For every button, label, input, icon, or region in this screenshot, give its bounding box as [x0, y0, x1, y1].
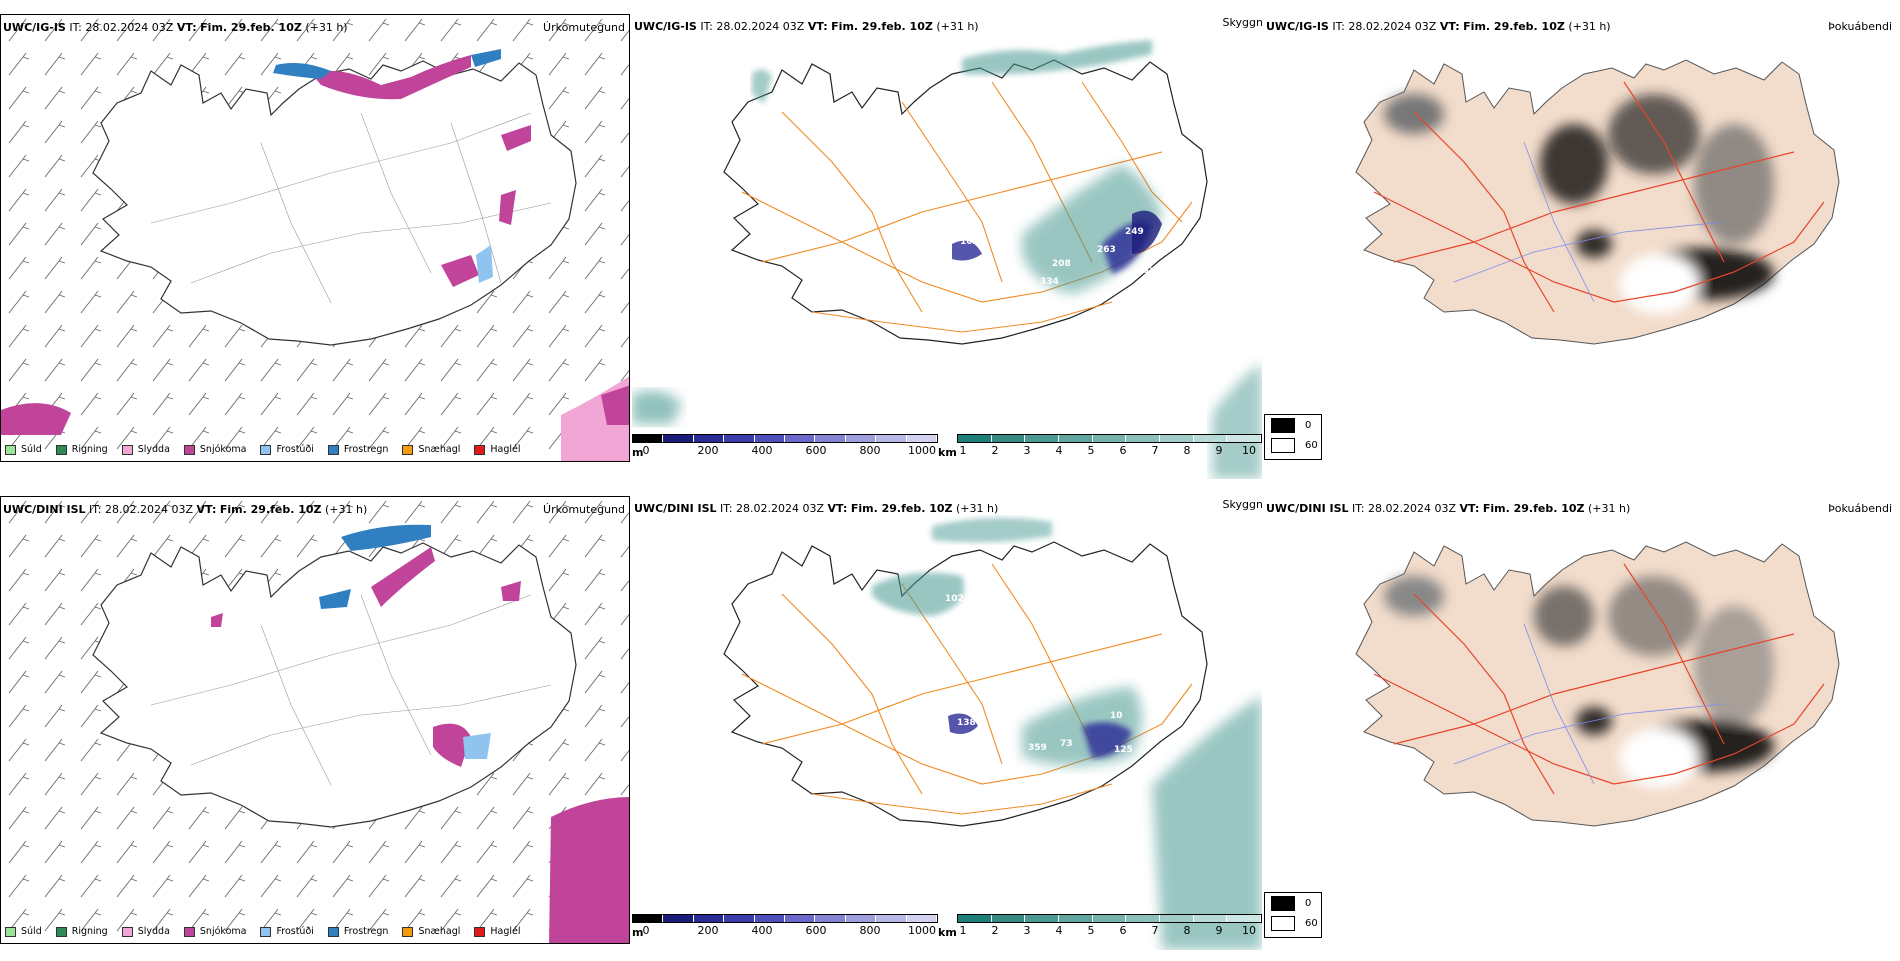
low-visibility-areas-top	[632, 40, 1262, 479]
legend-item: Haglél	[474, 926, 521, 937]
precip-type-panel-bottom: UWC/DINI ISL IT: 28.02.2024 03Z VT: Fim.…	[0, 496, 630, 944]
visibility-panel-bottom: 102 47 154 34 138 73 359 125 10 UWC/DINI…	[632, 496, 1262, 961]
legend-item: Snjókoma	[183, 444, 246, 455]
distance-unit: km	[938, 446, 957, 459]
height-colorbar-bottom: 0 200 400 600 800 1000	[632, 914, 938, 937]
legend-item: Slydda	[121, 926, 170, 937]
visibility-value: 102	[945, 594, 964, 604]
panel-title-visibility: Skyggni	[1222, 498, 1262, 511]
visibility-values-top: 263 177 249 147 208 334 102 115	[818, 117, 1159, 287]
visibility-map-top: 263 177 249 147 208 334 102 115	[632, 40, 1262, 479]
visibility-value: 10	[1110, 711, 1123, 721]
visibility-values-bottom: 102 47 154 34 138 73 359 125 10	[852, 577, 1133, 755]
fog-shading-top	[1384, 94, 1774, 314]
visibility-value: 34	[852, 649, 865, 659]
visibility-value: 177	[1140, 145, 1159, 155]
panel-title-fog: Þokuábendi	[1828, 502, 1892, 515]
panel-header: UWC/IG-IS IT: 28.02.2024 03Z VT: Fim. 29…	[634, 20, 979, 33]
legend-item: Súld	[5, 926, 42, 937]
visibility-value: 102	[960, 237, 979, 247]
fog-shading-bottom	[1384, 576, 1774, 788]
panel-header: UWC/DINI ISL IT: 28.02.2024 03Z VT: Fim.…	[3, 503, 368, 516]
visibility-value: 138	[957, 718, 976, 728]
legend-item: Rigning	[55, 926, 108, 937]
visibility-value: 208	[1052, 259, 1071, 269]
snow-areas-top	[1, 49, 629, 461]
fog-map-bottom	[1355, 541, 1840, 827]
legend-item: Frostúði	[260, 444, 314, 455]
visibility-value: 147	[1137, 267, 1156, 277]
precip-type-map-top	[1, 15, 629, 461]
legend-item: Snæhagl	[402, 444, 460, 455]
legend-item: Slydda	[121, 444, 170, 455]
visibility-value: 125	[1114, 745, 1133, 755]
legend-item: Súld	[5, 444, 42, 455]
precip-legend-top: Súld Rigning Slydda Snjókoma Frostúði Fr…	[5, 444, 535, 455]
fog-legend-top: 0 60	[1264, 414, 1322, 460]
panel-header: UWC/IG-IS IT: 28.02.2024 03Z VT: Fim. 29…	[3, 21, 348, 34]
panel-title-fog: Þokuábendi	[1828, 20, 1892, 33]
legend-item: Frostregn	[327, 926, 388, 937]
snow-areas-bottom	[211, 524, 629, 943]
fog-panel-top: UWC/IG-IS IT: 28.02.2024 03Z VT: Fim. 29…	[1264, 14, 1894, 479]
panel-title-precip: Úrkomutegund	[543, 503, 625, 516]
distance-colorbar-bottom: 1 2 3 4 5 6 7 8 9 10	[957, 914, 1262, 937]
visibility-value: 263	[1097, 245, 1116, 255]
panel-header: UWC/DINI ISL IT: 28.02.2024 03Z VT: Fim.…	[1266, 502, 1631, 515]
legend-item: Snæhagl	[402, 926, 460, 937]
visibility-value: 154	[1024, 577, 1043, 587]
legend-item: Rigning	[55, 444, 108, 455]
precip-type-panel-top: UWC/IG-IS IT: 28.02.2024 03Z VT: Fim. 29…	[0, 14, 630, 462]
height-colorbar-top: 0 200 400 600 800 1000	[632, 434, 938, 457]
height-unit: m	[632, 926, 644, 939]
panel-header: UWC/DINI ISL IT: 28.02.2024 03Z VT: Fim.…	[634, 502, 999, 515]
fog-legend-bottom: 0 60	[1264, 892, 1322, 938]
distance-colorbar-top: 1 2 3 4 5 6 7 8 9 10	[957, 434, 1262, 457]
visibility-panel-top: 263 177 249 147 208 334 102 115 UWC/IG-I…	[632, 14, 1262, 479]
precip-type-map-bottom	[1, 497, 629, 943]
precip-legend-bottom: Súld Rigning Slydda Snjókoma Frostúði Fr…	[5, 926, 535, 937]
visibility-value: 359	[1028, 743, 1047, 753]
panel-header: UWC/IG-IS IT: 28.02.2024 03Z VT: Fim. 29…	[1266, 20, 1611, 33]
fog-map-top	[1355, 59, 1840, 345]
visibility-value: 249	[1125, 227, 1144, 237]
legend-item: Frostregn	[327, 444, 388, 455]
visibility-value: 47	[987, 585, 1000, 595]
visibility-value: 73	[1060, 739, 1073, 749]
height-unit: m	[632, 446, 644, 459]
low-visibility-areas-bottom	[872, 517, 1262, 950]
legend-item: Haglél	[474, 444, 521, 455]
fog-panel-bottom: UWC/DINI ISL IT: 28.02.2024 03Z VT: Fim.…	[1264, 496, 1894, 950]
legend-item: Snjókoma	[183, 926, 246, 937]
visibility-value: 334	[1040, 277, 1059, 287]
distance-unit: km	[938, 926, 957, 939]
visibility-value: 115	[818, 117, 837, 127]
visibility-map-bottom: 102 47 154 34 138 73 359 125 10	[723, 517, 1262, 950]
legend-item: Frostúði	[260, 926, 314, 937]
panel-title-visibility: Skyggni	[1222, 16, 1262, 29]
panel-title-precip: Úrkomutegund	[543, 21, 625, 34]
